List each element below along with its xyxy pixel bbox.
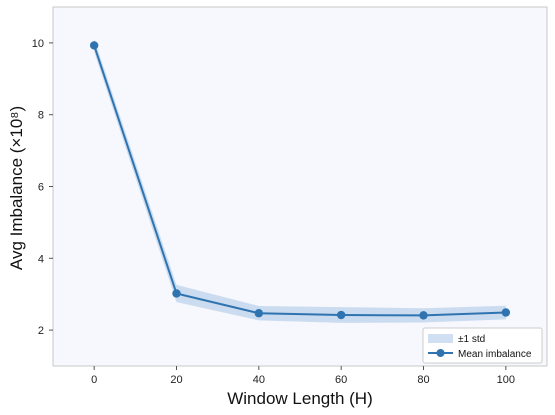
mean-marker [172, 289, 181, 298]
mean-line [93, 45, 506, 317]
mean-marker [419, 311, 428, 320]
x-tick-label: 60 [335, 374, 347, 386]
y-axis: 2 4 6 8 10 [32, 38, 53, 337]
y-tick-label: 8 [38, 110, 44, 122]
legend-band-swatch [428, 334, 453, 343]
x-tick-label: 20 [170, 374, 182, 386]
mean-marker [501, 308, 511, 317]
mean-line-layer [93, 45, 506, 317]
legend-band-label: ±1 std [458, 334, 485, 345]
mean-marker [89, 41, 99, 50]
x-axis-title: Window Length (H) [227, 389, 373, 408]
x-tick-label: 0 [91, 374, 97, 386]
mean-marker [336, 310, 346, 320]
legend-marker-swatch [436, 349, 445, 357]
y-tick-label: 4 [38, 253, 44, 265]
x-axis: 0 20 40 60 80 100 [91, 366, 515, 386]
y-tick-label: 10 [32, 38, 44, 50]
mean-marker-layer [89, 41, 511, 320]
y-tick-label: 6 [38, 182, 44, 194]
x-tick-label: 40 [253, 374, 265, 386]
legend: ±1 std Mean imbalance [422, 327, 543, 364]
mean-marker [254, 309, 264, 318]
x-tick-label: 80 [417, 374, 429, 386]
y-tick-label: 2 [38, 325, 44, 337]
plot-area [52, 6, 548, 367]
legend-mean-label: Mean imbalance [458, 349, 532, 360]
y-axis-title: Avg Imbalance (×10⁸) [7, 106, 26, 270]
x-tick-label: 100 [497, 374, 515, 386]
